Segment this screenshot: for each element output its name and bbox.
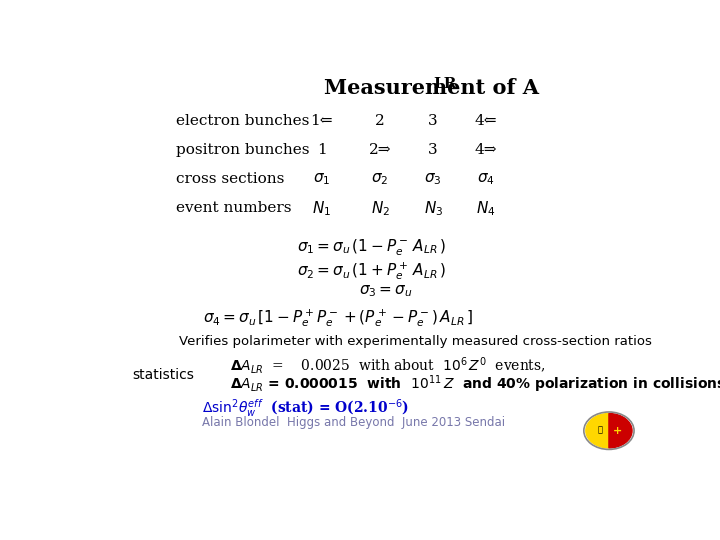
Text: $N_3$: $N_3$ — [423, 199, 443, 218]
Text: 1: 1 — [317, 143, 326, 157]
Text: 4⇐: 4⇐ — [475, 114, 498, 128]
Text: $N_1$: $N_1$ — [312, 199, 331, 218]
Text: Alain Blondel  Higgs and Beyond  June 2013 Sendai: Alain Blondel Higgs and Beyond June 2013… — [202, 416, 505, 429]
Text: statistics: statistics — [132, 368, 194, 382]
Text: $\sigma_2 = \sigma_u\,(1 + P^+_e\,A_{LR}\,)$: $\sigma_2 = \sigma_u\,(1 + P^+_e\,A_{LR}… — [297, 260, 446, 281]
Text: LR: LR — [433, 77, 457, 91]
Text: event numbers: event numbers — [176, 201, 292, 215]
Text: electron bunches: electron bunches — [176, 114, 310, 128]
Text: 2: 2 — [375, 114, 385, 128]
Text: 🦅: 🦅 — [598, 426, 603, 434]
Text: $\mathbf{\Delta} A_{LR}$ = 0.000015  with  $10^{11}\,Z$  and 40% polarization in: $\mathbf{\Delta} A_{LR}$ = 0.000015 with… — [230, 373, 720, 395]
Text: $\sigma_3 = \sigma_u$: $\sigma_3 = \sigma_u$ — [359, 284, 413, 299]
Wedge shape — [586, 414, 609, 448]
Text: $\sigma_1$: $\sigma_1$ — [313, 171, 330, 187]
Text: 3: 3 — [428, 143, 438, 157]
Text: 4⇒: 4⇒ — [475, 143, 498, 157]
Text: $\sigma_3$: $\sigma_3$ — [424, 171, 442, 187]
Text: $\mathbf{\Delta} A_{LR}$  =    0.0025  with about  $10^6\,Z^0$  events,: $\mathbf{\Delta} A_{LR}$ = 0.0025 with a… — [230, 354, 545, 375]
Text: 2⇒: 2⇒ — [369, 143, 392, 157]
Text: 3: 3 — [428, 114, 438, 128]
Text: $\Delta\sin^2\!\theta_w^{eff}$  (stat) = O(2.10$^{-6}$): $\Delta\sin^2\!\theta_w^{eff}$ (stat) = … — [202, 397, 409, 419]
Text: $\sigma_4$: $\sigma_4$ — [477, 171, 495, 187]
Text: $N_4$: $N_4$ — [477, 199, 496, 218]
Text: $N_2$: $N_2$ — [371, 199, 390, 218]
Text: Measurement of A: Measurement of A — [324, 78, 539, 98]
Wedge shape — [609, 414, 632, 448]
Text: cross sections: cross sections — [176, 172, 285, 186]
Text: $\sigma_1 = \sigma_u\,(1 - P^-_e\,A_{LR}\,)$: $\sigma_1 = \sigma_u\,(1 - P^-_e\,A_{LR}… — [297, 238, 446, 258]
Text: Verifies polarimeter with experimentally measured cross-section ratios: Verifies polarimeter with experimentally… — [179, 335, 652, 348]
Text: 1⇐: 1⇐ — [310, 114, 333, 128]
Text: +: + — [613, 426, 622, 436]
Text: positron bunches: positron bunches — [176, 143, 310, 157]
Text: $\sigma_2$: $\sigma_2$ — [372, 171, 389, 187]
Text: $\sigma_4 = \sigma_u\,[1 - P^+_e P^-_e + (P^+_e - P^-_e)\,A_{LR}\,]$: $\sigma_4 = \sigma_u\,[1 - P^+_e P^-_e +… — [203, 308, 474, 329]
